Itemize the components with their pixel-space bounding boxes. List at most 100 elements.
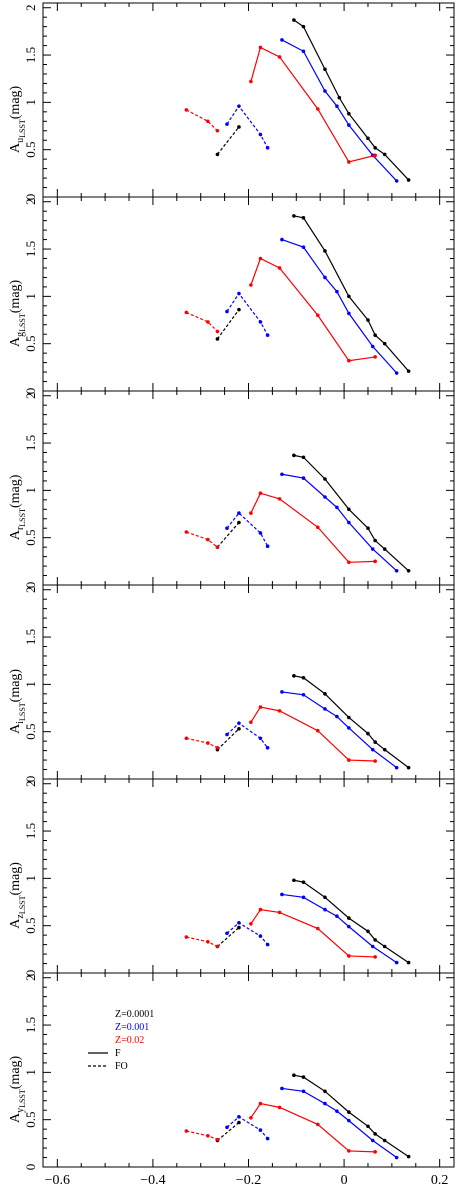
data-point-Z=0.001-FO (237, 104, 241, 108)
data-point-Z=0.02-F (373, 153, 377, 158)
data-point-Z=0.02-F (277, 497, 282, 501)
data-point-Z=0.0001-F (347, 1110, 351, 1114)
panel-4: 0 0.5 1 1.5 2 AiLSST(mag) (8, 584, 455, 782)
y-tick-label: 0 (23, 1164, 38, 1171)
data-point-Z=0.001-FO (265, 942, 270, 947)
data-point-Z=0.0001-F (382, 341, 387, 346)
data-point-Z=0.001-FO (265, 544, 270, 548)
data-point-Z=0.001-F (280, 237, 284, 242)
data-point-Z=0.001-F (347, 311, 351, 316)
data-point-Z=0.0001-F (406, 178, 411, 182)
data-point-Z=0.0001-FO (237, 125, 241, 129)
data-point-Z=0.0001-F (301, 24, 306, 29)
series-line-Z=0.0001-FO (216, 522, 240, 548)
data-point-Z=0.0001-F (323, 1089, 327, 1094)
data-point-Z=0.0001-FO (237, 307, 241, 312)
y-tick-label: 1 (23, 875, 38, 882)
data-point-Z=0.0001-F (292, 453, 296, 458)
data-point-Z=0.0001-F (347, 507, 351, 512)
data-point-Z=0.001-F (335, 914, 339, 919)
y-tick-label: 0.5 (23, 142, 38, 158)
data-point-Z=0.001-F (301, 895, 306, 900)
series-line-Z=0.001-F (281, 39, 398, 182)
data-point-Z=0.0001-FO (237, 727, 241, 731)
series-line-Z=0.02-F (250, 492, 376, 563)
data-point-Z=0.02-F (258, 1101, 263, 1106)
data-point-Z=0.0001-F (292, 18, 296, 22)
data-point-Z=0.0001-F (301, 455, 306, 460)
y-tick-label: 2 (23, 392, 38, 399)
y-tick-label: 1 (23, 487, 38, 494)
legend: Z=0.0001 Z=0.001 Z=0.02 F FO (88, 1009, 154, 1072)
data-point-Z=0.0001-F (406, 765, 411, 770)
data-point-Z=0.0001-F (366, 731, 370, 736)
data-point-Z=0.02-F (315, 525, 320, 530)
data-point-Z=0.001-FO (265, 745, 270, 750)
series-line-Z=0.0001-FO (217, 728, 240, 751)
series-line-Z=0.001-FO (226, 1116, 269, 1139)
data-point-Z=0.02-FO (215, 944, 220, 949)
data-point-Z=0.0001-F (301, 216, 306, 220)
legend-label: Z=0.02 (115, 1035, 144, 1046)
data-point-Z=0.0001-F (323, 692, 327, 696)
y-tick-label: 1.5 (23, 823, 38, 839)
panel-frame (42, 196, 455, 392)
data-point-Z=0.001-F (301, 1089, 306, 1094)
panel-3: 0 0.5 1 1.5 2 ArLSST(mag) (8, 390, 455, 588)
y-tick-label: 2 (23, 780, 38, 787)
y-tick-label: 2 (23, 586, 38, 593)
series-line-Z=0.02-F (250, 1102, 376, 1153)
y-tick-label: 2 (23, 4, 38, 10)
series-line-Z=0.001-FO (226, 512, 269, 547)
data-point-Z=0.02-FO (206, 119, 210, 124)
x-tick-label: −0.6 (45, 1173, 70, 1188)
data-point-Z=0.001-FO (225, 122, 229, 126)
data-point-Z=0.02-FO (215, 545, 220, 549)
data-point-Z=0.02-FO (184, 530, 189, 534)
y-tick-label: 2 (23, 974, 38, 981)
y-tick-label: 0 (23, 970, 38, 977)
series-line-Z=0.0001-F (293, 675, 409, 769)
data-point-Z=0.02-F (249, 1115, 253, 1120)
data-point-Z=0.001-F (370, 1138, 375, 1143)
y-axis-label: ArLSST(mag) (8, 474, 27, 540)
data-point-Z=0.0001-F (301, 675, 306, 680)
data-point-Z=0.001-F (280, 38, 284, 42)
data-point-Z=0.02-FO (184, 736, 189, 741)
data-point-Z=0.02-F (258, 45, 263, 50)
data-point-Z=0.001-F (347, 1118, 351, 1123)
y-tick-label: 1.5 (23, 435, 38, 451)
data-point-Z=0.001-FO (258, 1128, 263, 1132)
data-point-Z=0.001-F (347, 123, 351, 127)
data-point-Z=0.0001-F (373, 938, 377, 942)
series-line-Z=0.001-FO (226, 292, 269, 336)
data-point-Z=0.0001-FO (215, 152, 220, 157)
data-point-Z=0.001-FO (258, 320, 263, 324)
data-point-Z=0.02-FO (215, 1137, 220, 1142)
y-axis-label: AzLSST(mag) (8, 862, 27, 929)
y-tick-label: 1.5 (23, 629, 38, 645)
data-point-Z=0.02-FO (184, 935, 189, 939)
series-line-Z=0.0001-FO (216, 126, 240, 155)
data-point-Z=0.0001-FO (237, 925, 241, 930)
y-tick-label: 1 (23, 99, 38, 106)
y-tick-label: 1.5 (23, 1017, 38, 1033)
panel-frame (42, 972, 455, 1168)
data-point-Z=0.0001-F (301, 1075, 306, 1079)
panel-2: 0 0.5 1 1.5 2 AgLSST(mag) (8, 196, 455, 394)
y-tick-label: 0.5 (23, 1112, 38, 1128)
series-line-Z=0.02-FO (186, 109, 218, 132)
data-point-Z=0.02-F (249, 283, 253, 287)
data-point-Z=0.001-F (323, 495, 327, 499)
data-point-Z=0.001-F (370, 747, 375, 752)
x-tick-label: 0.2 (431, 1173, 449, 1188)
data-point-Z=0.0001-FO (215, 337, 220, 341)
data-point-Z=0.02-FO (184, 1129, 189, 1133)
y-tick-label: 0 (23, 194, 38, 201)
data-point-Z=0.001-FO (225, 931, 229, 936)
data-point-Z=0.0001-F (373, 1132, 377, 1136)
data-point-Z=0.0001-F (406, 569, 411, 573)
series-line-Z=0.02-F (250, 908, 376, 958)
data-point-Z=0.001-F (323, 275, 327, 280)
data-point-Z=0.0001-FO (237, 520, 241, 525)
